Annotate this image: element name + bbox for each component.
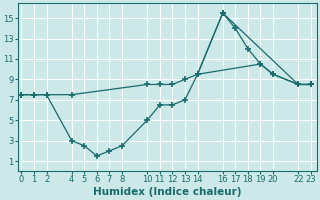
X-axis label: Humidex (Indice chaleur): Humidex (Indice chaleur) (93, 187, 242, 197)
